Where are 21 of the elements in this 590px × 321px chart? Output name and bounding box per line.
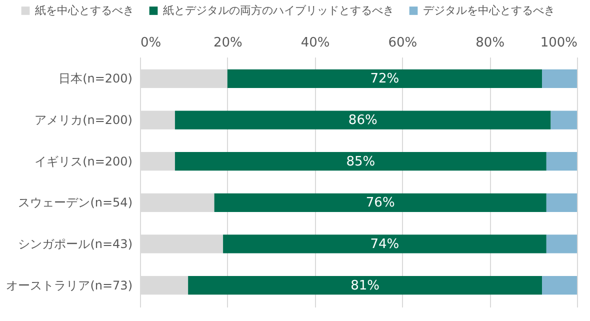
- x-tick-label: 80%: [476, 36, 505, 50]
- x-tick-label: 40%: [300, 36, 330, 50]
- data-label: 86%: [348, 113, 378, 128]
- y-tick-label: オーストラリア(n=73): [6, 278, 132, 292]
- legend-label: 紙を中心とするべき: [35, 4, 134, 17]
- data-label: 72%: [370, 72, 400, 87]
- legend-label: デジタルを中心とするべき: [423, 4, 555, 17]
- x-tick-label: 60%: [388, 36, 418, 50]
- y-tick-label: スウェーデン(n=54): [18, 196, 132, 210]
- legend-label: 紙とデジタルの両方のハイブリッドとするべき: [163, 4, 394, 17]
- data-label: 74%: [370, 236, 400, 252]
- y-tick-label: イギリス(n=200): [34, 154, 132, 168]
- data-label: 81%: [350, 278, 380, 294]
- data-label: 76%: [366, 196, 395, 211]
- y-tick-label: 日本(n=200): [58, 72, 132, 86]
- data-label: 85%: [346, 154, 376, 170]
- x-tick-label: 20%: [213, 36, 242, 50]
- y-tick-label: アメリカ(n=200): [34, 113, 132, 128]
- x-tick-label: 0%: [140, 36, 162, 50]
- y-tick-label: シンガポール(n=43): [18, 236, 132, 251]
- x-tick-label: 100%: [540, 36, 578, 50]
